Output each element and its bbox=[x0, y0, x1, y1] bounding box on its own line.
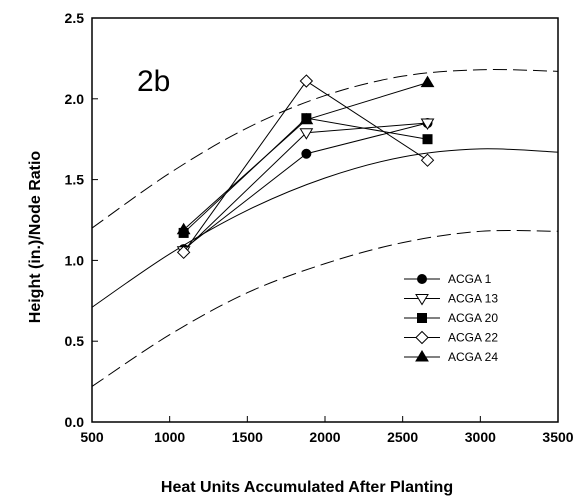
data-point bbox=[176, 222, 191, 235]
reference-curves bbox=[91, 69, 559, 387]
series-line bbox=[183, 122, 428, 252]
data-point bbox=[301, 148, 312, 159]
legend-label: ACGA 20 bbox=[448, 311, 498, 325]
y-tick-label: 1.0 bbox=[65, 252, 85, 268]
x-axis-title: Heat Units Accumulated After Planting bbox=[161, 479, 453, 496]
x-tick-label: 500 bbox=[80, 429, 104, 445]
y-tick-label: 1.5 bbox=[65, 172, 85, 188]
legend-marker bbox=[415, 294, 429, 306]
y-tick-label: 0.5 bbox=[65, 333, 85, 349]
legend-marker bbox=[415, 350, 429, 362]
legend-item: ACGA 13 bbox=[404, 292, 498, 306]
legend-label: ACGA 13 bbox=[448, 292, 498, 306]
data-series bbox=[176, 74, 435, 260]
y-tick-label: 0.0 bbox=[65, 414, 85, 430]
x-tick-label: 3500 bbox=[542, 429, 573, 445]
axis-ticks: 500 1000 1500 2000 2500 3000 3500 0.0 0.5 1.0 1.5 2… bbox=[65, 10, 574, 445]
x-tick-label: 1000 bbox=[154, 429, 185, 445]
legend-item: ACGA 20 bbox=[404, 311, 498, 325]
data-point bbox=[420, 153, 435, 167]
x-tick-label: 2000 bbox=[309, 429, 340, 445]
legend-marker bbox=[417, 313, 427, 323]
data-point bbox=[422, 134, 433, 145]
data-point bbox=[299, 112, 314, 125]
data-point bbox=[299, 128, 314, 140]
data-point bbox=[420, 118, 435, 131]
legend-item: ACGA 24 bbox=[404, 350, 498, 364]
legend-marker bbox=[415, 330, 429, 345]
y-tick-label: 2.0 bbox=[65, 91, 85, 107]
legend-item: ACGA 1 bbox=[404, 272, 492, 286]
y-tick-label: 2.5 bbox=[65, 10, 85, 26]
legend-label: ACGA 22 bbox=[448, 331, 498, 345]
series-2 bbox=[176, 118, 435, 258]
reference-curve-2 bbox=[91, 148, 559, 308]
reference-curve-1 bbox=[91, 69, 559, 229]
panel-label: 2b bbox=[137, 65, 170, 98]
data-point bbox=[176, 245, 191, 260]
data-point bbox=[299, 74, 314, 88]
series-5 bbox=[176, 75, 435, 235]
y-axis-title: Height (in.)/Node Ratio bbox=[27, 151, 44, 324]
data-point bbox=[420, 75, 435, 88]
series-line bbox=[183, 122, 428, 250]
legend-item: ACGA 22 bbox=[404, 331, 498, 345]
series-4 bbox=[176, 74, 435, 260]
legend-label: ACGA 1 bbox=[448, 272, 492, 286]
reference-curve-3 bbox=[91, 229, 559, 387]
legend-label: ACGA 24 bbox=[448, 350, 498, 364]
legend: ACGA 1 ACGA 13 ACGA 20 ACGA 22 ACGA 24 bbox=[404, 272, 498, 364]
series-line bbox=[183, 80, 428, 253]
x-tick-label: 1500 bbox=[232, 429, 263, 445]
x-tick-label: 2500 bbox=[387, 429, 418, 445]
x-tick-label: 3000 bbox=[465, 429, 496, 445]
legend-marker bbox=[417, 274, 427, 284]
